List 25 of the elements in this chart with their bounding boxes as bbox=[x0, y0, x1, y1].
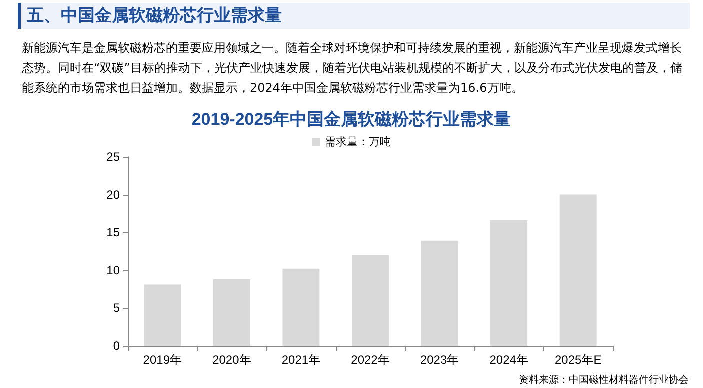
bar bbox=[352, 255, 389, 346]
bar bbox=[421, 240, 458, 346]
bar bbox=[490, 220, 528, 346]
x-tick-label: 2019年 bbox=[143, 353, 182, 367]
y-tick-label: 15 bbox=[106, 226, 120, 240]
bar bbox=[560, 194, 597, 346]
x-tick-label: 2023年 bbox=[420, 353, 460, 367]
x-tick-label: 2020年 bbox=[212, 353, 252, 367]
y-tick-label: 25 bbox=[106, 150, 120, 164]
y-tick-label: 0 bbox=[113, 339, 120, 353]
y-tick-label: 20 bbox=[106, 188, 120, 202]
text: 五、中国金属软磁粉芯行业需求量 bbox=[18, 3, 690, 29]
y-tick-label: 10 bbox=[106, 263, 120, 278]
x-tick-label: 2021年 bbox=[282, 353, 321, 367]
chart-title: 2019-2025年中国金属软磁粉芯行业需求量 bbox=[192, 110, 512, 129]
bar bbox=[144, 284, 182, 346]
bar bbox=[213, 279, 250, 346]
text: 新能源汽车是金属软磁粉芯的重要应用领域之一。随着全球对环境保护和可持续发展的重视，新能源汽车产业呈现爆发式增长态势。同时在“双碳”目标的推动下，光伏产业快速发展，随着光伏电站装机规模的不断扩大，以及分布式光伏发电的普及，储能系统的市场需求也日益增加。数据显示，2024年中国金属软磁粉芯行业需求量为16.6万吨。 bbox=[22, 40, 684, 97]
text: 资料来源：中国磁性材料器件行业协会 bbox=[519, 374, 689, 387]
x-tick-label: 2024年 bbox=[490, 353, 528, 367]
legend-label: 需求量：万吨 bbox=[325, 136, 391, 148]
x-tick-label: 2025年E bbox=[555, 353, 602, 367]
y-tick-label: 5 bbox=[113, 301, 120, 316]
x-tick-label: 2022年 bbox=[351, 353, 390, 367]
bar bbox=[282, 268, 320, 346]
